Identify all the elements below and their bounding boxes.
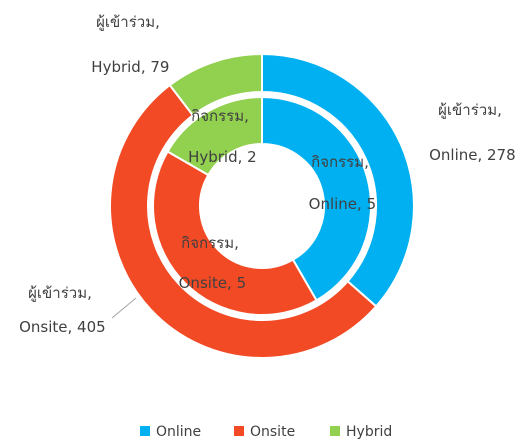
data-label: กิจกรรม, Hybrid, 2 (183, 107, 256, 166)
legend-label: Online (156, 424, 201, 440)
legend-swatch (140, 426, 150, 436)
donut-slice (166, 95, 263, 177)
donut-slice (168, 52, 263, 117)
data-label: ผู้เข้าร่วม, Onsite, 405 (14, 284, 105, 336)
legend-label: Onsite (250, 424, 295, 440)
legend-label: Hybrid (346, 424, 392, 440)
donut-slice (152, 150, 318, 316)
donut-slice (109, 83, 378, 359)
data-label: ผู้เข้าร่วม, Online, 278 (424, 101, 515, 164)
legend-swatch (234, 426, 244, 436)
data-label: ผู้เข้าร่วม, Hybrid, 79 (87, 13, 170, 76)
data-label: กิจกรรม, Online, 5 (304, 153, 376, 213)
donut-slice (261, 95, 372, 302)
leader-line (111, 297, 137, 319)
data-label: กิจกรรม, Onsite, 5 (174, 234, 246, 292)
legend-swatch (330, 426, 340, 436)
